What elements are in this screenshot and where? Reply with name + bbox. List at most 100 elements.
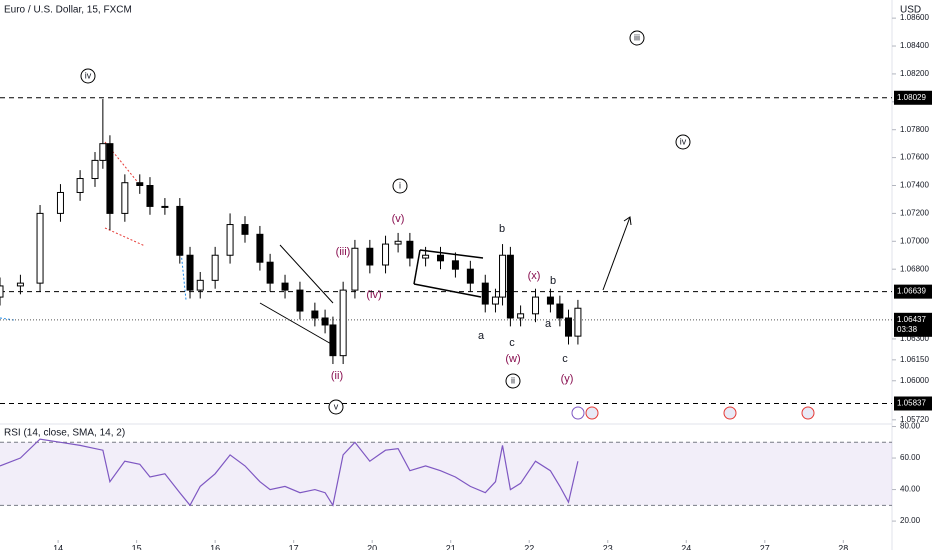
candle-body <box>161 205 169 208</box>
event-icon <box>801 406 815 420</box>
candle-body <box>366 247 374 266</box>
wave-label: (w) <box>505 353 520 365</box>
wave-label: b <box>499 223 505 235</box>
candle-body <box>506 254 514 319</box>
y-tick-label: 1.06150 <box>900 355 929 364</box>
wave-label: (iv) <box>366 289 381 301</box>
candle-body <box>146 185 154 207</box>
y-tick-label: 1.05720 <box>900 415 929 424</box>
level-label: 1.06639 <box>897 287 926 296</box>
x-tick-label: 16 <box>210 543 220 550</box>
candle-body <box>466 268 474 284</box>
y-tick-label: 1.07800 <box>900 125 929 134</box>
wave-label: i <box>399 180 401 190</box>
x-tick-label: 23 <box>603 543 613 550</box>
candle-body <box>329 324 337 357</box>
candle-body <box>437 254 445 262</box>
candle-body <box>394 240 402 245</box>
wave-label: (iii) <box>336 246 351 258</box>
wave-circle <box>328 399 344 415</box>
candle-body <box>211 254 219 281</box>
wave-label: iii <box>634 32 640 42</box>
countdown: 03:38 <box>897 325 918 334</box>
event-icon <box>723 406 737 420</box>
last-price-label: 1.06437 <box>897 315 926 324</box>
candle-body <box>196 279 204 291</box>
x-tick-label: 22 <box>524 543 534 550</box>
wave-label: iv <box>85 70 92 80</box>
x-tick-label: 15 <box>132 543 142 550</box>
wave-label: iv <box>680 136 687 146</box>
candle-body <box>546 296 554 305</box>
candle-body <box>226 224 234 256</box>
candle-body <box>491 296 499 305</box>
y-tick-label: 1.06300 <box>900 334 929 343</box>
candle-body <box>451 260 459 270</box>
event-icons <box>571 406 815 420</box>
candle-body <box>99 143 107 161</box>
x-tick-label: 20 <box>367 543 377 550</box>
wave-label: c <box>562 353 568 365</box>
candle-body <box>382 243 390 266</box>
rsi-band <box>0 442 892 506</box>
wave-label: a <box>478 330 485 342</box>
candle-body <box>136 182 144 186</box>
candle-body <box>422 254 430 259</box>
level-label-box <box>894 396 932 411</box>
wave-circle <box>505 373 521 389</box>
candle-body <box>241 224 249 235</box>
candle-body <box>556 303 564 319</box>
candle-body <box>186 254 194 291</box>
candle-body <box>517 313 525 319</box>
rsi-y-tick-label: 80.00 <box>900 422 921 431</box>
level-label: 1.08029 <box>897 93 926 102</box>
candle-body <box>36 212 44 284</box>
y-tick-label: 1.07000 <box>900 236 929 245</box>
wave-label: b <box>550 275 556 287</box>
level-label-box <box>894 90 932 105</box>
wave-label: (y) <box>561 373 574 385</box>
wave-label: (ii) <box>331 370 343 382</box>
y-tick-label: 1.08200 <box>900 69 929 78</box>
channel-line <box>259 302 334 346</box>
y-tick-label: 1.08400 <box>900 41 929 50</box>
candle-body <box>106 143 114 214</box>
y-tick-label: 1.07200 <box>900 209 929 218</box>
event-icon <box>585 406 599 420</box>
candle-body <box>499 254 507 298</box>
arrow-head <box>623 216 632 226</box>
candle-body <box>281 282 289 291</box>
trend-line <box>104 227 146 247</box>
x-tick-label: 14 <box>53 543 63 550</box>
candle-body <box>339 289 347 357</box>
wave-label: a <box>545 318 552 330</box>
wave-circle <box>675 134 691 150</box>
chart-title: Euro / U.S. Dollar, 15, FXCM <box>4 5 132 16</box>
candle-body <box>564 317 572 337</box>
x-tick-label: 27 <box>760 543 770 550</box>
rsi-y-tick-label: 20.00 <box>900 516 921 525</box>
wave-label: c <box>509 337 515 349</box>
x-tick-label: 24 <box>681 543 691 550</box>
x-tick-label: 17 <box>289 543 299 550</box>
price-axis <box>892 0 932 550</box>
wave-label: (x) <box>528 270 541 282</box>
wave-circle <box>629 30 645 46</box>
candles <box>0 99 582 365</box>
candle-body <box>91 159 99 180</box>
candle-body <box>256 233 264 263</box>
y-tick-label: 1.06800 <box>900 264 929 273</box>
wave-label: (v) <box>392 213 405 225</box>
candle-body <box>481 282 489 305</box>
channel-line <box>279 244 334 304</box>
level-label: 1.05837 <box>897 399 926 408</box>
y-tick-label: 1.07600 <box>900 153 929 162</box>
currency: USD <box>900 5 921 16</box>
rsi-line <box>0 438 579 507</box>
wave-label: ii <box>511 375 515 385</box>
wave-label: v <box>334 401 339 411</box>
candle-body <box>121 182 129 214</box>
candle-body <box>16 282 24 287</box>
